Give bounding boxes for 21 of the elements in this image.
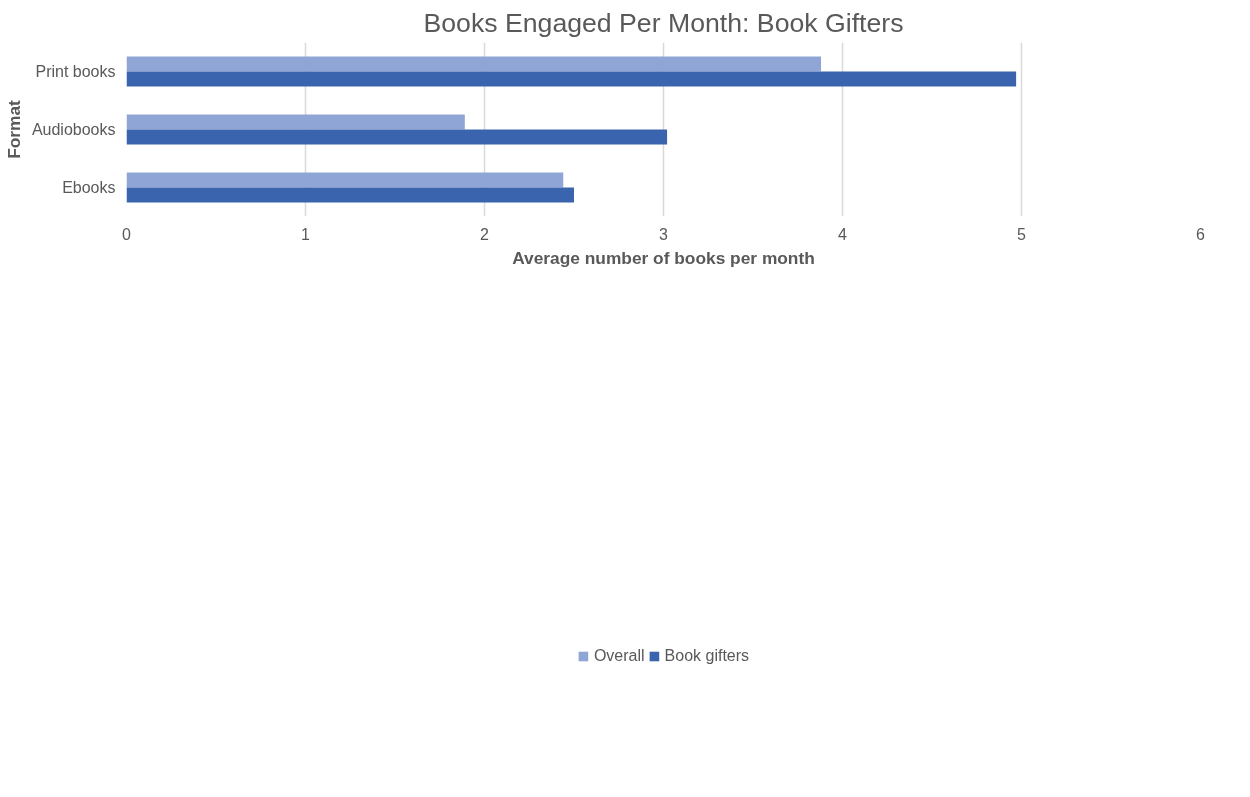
bar [126, 114, 465, 130]
x-tick-label: 6 [1196, 225, 1206, 243]
legend-label: Book gifters [664, 646, 750, 665]
chart-title: Books Engaged Per Month: Book Gifters [423, 7, 904, 38]
y-axis-title: Format [3, 99, 24, 159]
bar [126, 56, 822, 72]
legend-label: Overall [593, 646, 645, 665]
y-tick-label: Ebooks [62, 179, 116, 196]
bar [126, 129, 668, 145]
x-axis-title: Average number of books per month [512, 247, 815, 268]
x-tick-label: 0 [122, 225, 132, 243]
bar [126, 71, 1017, 87]
y-tick-label: Audiobooks [31, 121, 116, 138]
x-tick-label: 5 [1017, 225, 1027, 243]
x-tick-label: 1 [301, 225, 311, 243]
x-tick-label: 2 [480, 225, 490, 243]
y-tick-label: Print books [35, 63, 116, 80]
x-tick-label: 3 [659, 225, 669, 243]
bar [126, 187, 574, 203]
bar [126, 172, 564, 188]
x-tick-label: 4 [838, 225, 848, 243]
